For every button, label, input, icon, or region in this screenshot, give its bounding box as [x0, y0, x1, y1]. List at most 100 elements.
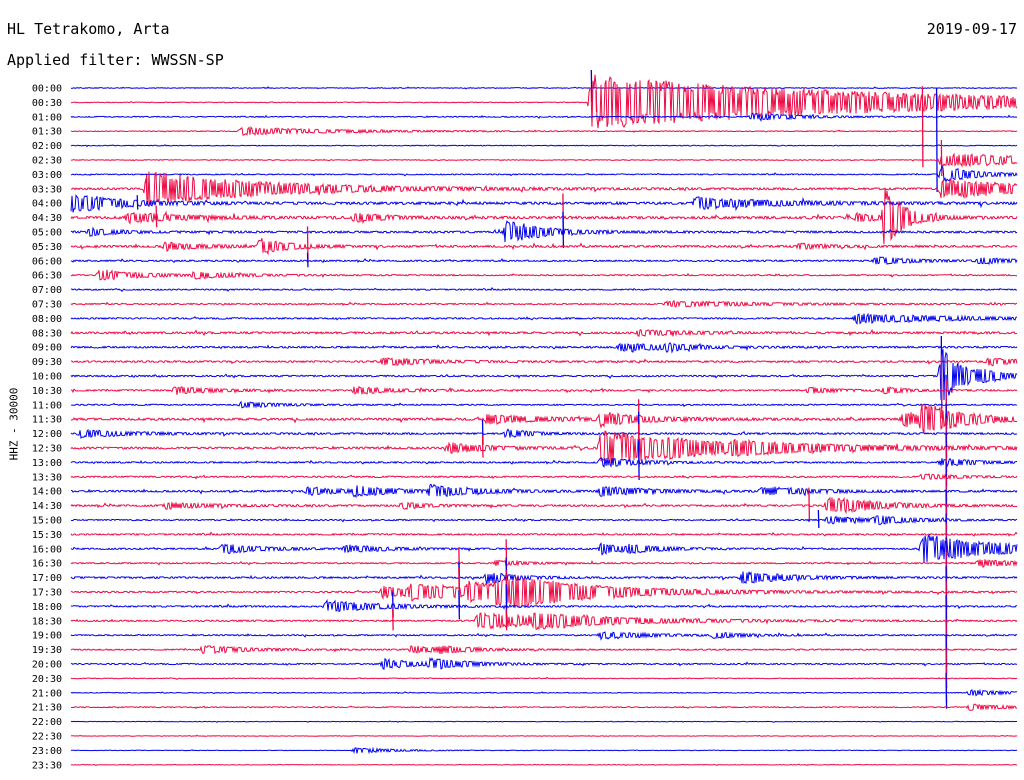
time-label: 16:30 [32, 559, 62, 570]
time-label: 00:00 [32, 84, 62, 95]
time-label: 03:30 [32, 184, 62, 195]
trace-row [70, 328, 1018, 337]
trace-row [70, 238, 1018, 256]
trace-group [70, 69, 1018, 767]
time-label: 09:30 [32, 357, 62, 368]
time-label: 17:00 [32, 573, 62, 584]
trace-spike [458, 590, 461, 620]
time-label: 14:30 [32, 501, 62, 512]
time-label: 20:00 [32, 660, 62, 671]
time-label: 12:00 [32, 429, 62, 440]
trace-row [70, 746, 1017, 755]
trace-row [70, 349, 1018, 401]
trace-row [70, 703, 1018, 711]
time-label: 04:30 [32, 213, 62, 224]
trace-row [70, 286, 1018, 293]
trace-row [70, 86, 1018, 90]
trace-spike [136, 195, 139, 210]
trace-row [70, 428, 1018, 440]
trace-spike [945, 672, 948, 709]
time-label: 02:30 [32, 156, 62, 167]
time-label: 11:00 [32, 400, 62, 411]
time-label: 01:00 [32, 112, 62, 123]
trace-row [70, 515, 1018, 526]
trace-spike [940, 139, 943, 177]
trace-spike [817, 509, 820, 529]
time-label: 17:30 [32, 588, 62, 599]
time-label: 03:00 [32, 170, 62, 181]
trace-row [70, 576, 1018, 609]
trace-row [70, 188, 1018, 245]
trace-row [70, 194, 1018, 213]
trace-row [70, 598, 1018, 613]
time-label: 06:30 [32, 271, 62, 282]
trace-row [70, 457, 1018, 468]
time-label: 05:30 [32, 242, 62, 253]
time-label: 22:30 [32, 732, 62, 743]
time-label: 12:30 [32, 444, 62, 455]
time-label: 04:00 [32, 199, 62, 210]
trace-row [70, 74, 1018, 129]
trace-spike [146, 174, 148, 201]
trace-spike [306, 252, 309, 268]
trace-spike [637, 440, 640, 481]
trace-row [70, 171, 1018, 205]
trace-spike [921, 86, 924, 168]
trace-row [70, 125, 1018, 136]
trace-row [70, 676, 1018, 681]
trace-row [70, 299, 1018, 308]
trace-row [70, 631, 1018, 641]
time-label: 07:30 [32, 300, 62, 311]
time-label: 13:30 [32, 472, 62, 483]
trace-row [70, 220, 1018, 243]
time-label: 21:00 [32, 688, 62, 699]
trace-row [70, 403, 1018, 435]
trace-row [70, 720, 1018, 723]
time-label: 08:30 [32, 328, 62, 339]
time-label: 16:00 [32, 544, 62, 555]
trace-row [70, 472, 1018, 480]
trace-row [70, 531, 1018, 537]
time-label: 21:30 [32, 703, 62, 714]
trace-row [70, 559, 1018, 568]
trace-row [70, 571, 1018, 585]
trace-spike [505, 608, 508, 631]
filter-label: Applied filter: WWSSN-SP [7, 51, 224, 69]
trace-row [70, 688, 1018, 697]
time-label: 07:00 [32, 285, 62, 296]
trace-row [70, 144, 1018, 148]
time-label: 19:30 [32, 645, 62, 656]
trace-spike [481, 435, 484, 458]
time-label: 15:30 [32, 530, 62, 541]
trace-row [70, 341, 1018, 354]
trace-spike [940, 355, 943, 419]
station-title: HL Tetrakomo, Arta [7, 20, 170, 38]
time-label: 15:00 [32, 516, 62, 527]
time-label: 10:30 [32, 386, 62, 397]
time-label: 05:00 [32, 228, 62, 239]
time-label: 18:30 [32, 616, 62, 627]
time-label: 13:00 [32, 458, 62, 469]
date-label: 2019-09-17 [926, 20, 1017, 38]
trace-row [70, 165, 1018, 184]
time-label: 06:00 [32, 256, 62, 267]
time-label: 08:00 [32, 314, 62, 325]
trace-row [70, 312, 1018, 325]
time-label-group: 00:00 00:30 01:00 01:30 02:00 02:30 03:00 03:30… [32, 84, 62, 772]
trace-spike [808, 487, 811, 521]
time-label: 02:00 [32, 141, 62, 152]
time-label: 20:30 [32, 674, 62, 685]
trace-row [70, 763, 1018, 767]
time-label: 00:30 [32, 98, 62, 109]
trace-spike [935, 87, 938, 193]
trace-row [70, 734, 1018, 738]
time-label: 22:00 [32, 717, 62, 728]
trace-row [70, 645, 1018, 655]
time-label: 23:00 [32, 746, 62, 757]
time-label: 19:00 [32, 631, 62, 642]
trace-row [70, 152, 1018, 168]
time-label: 09:00 [32, 343, 62, 354]
trace-row [70, 656, 1018, 670]
trace-row [71, 483, 1018, 499]
